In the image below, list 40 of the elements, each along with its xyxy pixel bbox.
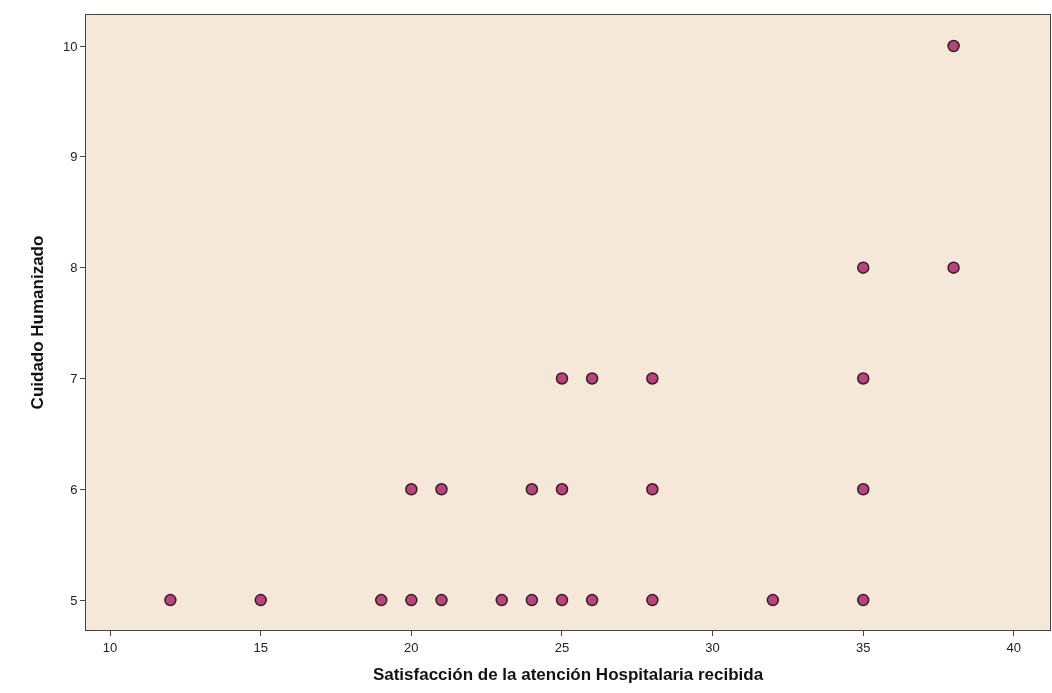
point — [947, 39, 960, 53]
point — [374, 593, 388, 607]
point — [525, 593, 539, 607]
y-tick-label: 6 — [70, 481, 78, 497]
y-tick-label: 8 — [70, 260, 78, 276]
point — [766, 593, 780, 607]
point — [555, 593, 569, 607]
y-tick-label: 5 — [70, 592, 78, 608]
y-tick-label: 9 — [70, 149, 78, 165]
x-tick-label: 35 — [856, 639, 871, 655]
point — [856, 372, 870, 385]
point — [435, 593, 448, 607]
x-axis-title: Satisfacción de la atención Hospitalaria recibida — [372, 665, 764, 684]
point — [856, 261, 870, 274]
x-tick-label: 10 — [102, 639, 118, 655]
point — [525, 483, 539, 496]
x-tick-label: 20 — [404, 639, 419, 655]
point — [164, 593, 177, 607]
point — [856, 483, 870, 496]
y-axis-title: Cuidado Humanizado — [28, 235, 48, 410]
point — [646, 483, 659, 496]
point — [495, 593, 508, 607]
point — [947, 261, 960, 274]
x-tick-label: 15 — [253, 639, 268, 655]
point — [646, 593, 659, 607]
point — [856, 593, 870, 607]
point — [646, 372, 659, 385]
point — [254, 593, 267, 607]
point — [555, 372, 569, 385]
y-tick-label: 10 — [62, 38, 78, 54]
point — [585, 593, 599, 607]
point — [405, 593, 418, 607]
point — [435, 483, 448, 496]
x-tick-label: 40 — [1006, 639, 1022, 655]
point — [405, 483, 418, 496]
x-tick-label: 25 — [554, 639, 570, 655]
point — [585, 372, 599, 385]
point — [555, 483, 569, 496]
y-tick-label: 7 — [70, 371, 78, 387]
x-tick-label: 30 — [705, 639, 720, 655]
